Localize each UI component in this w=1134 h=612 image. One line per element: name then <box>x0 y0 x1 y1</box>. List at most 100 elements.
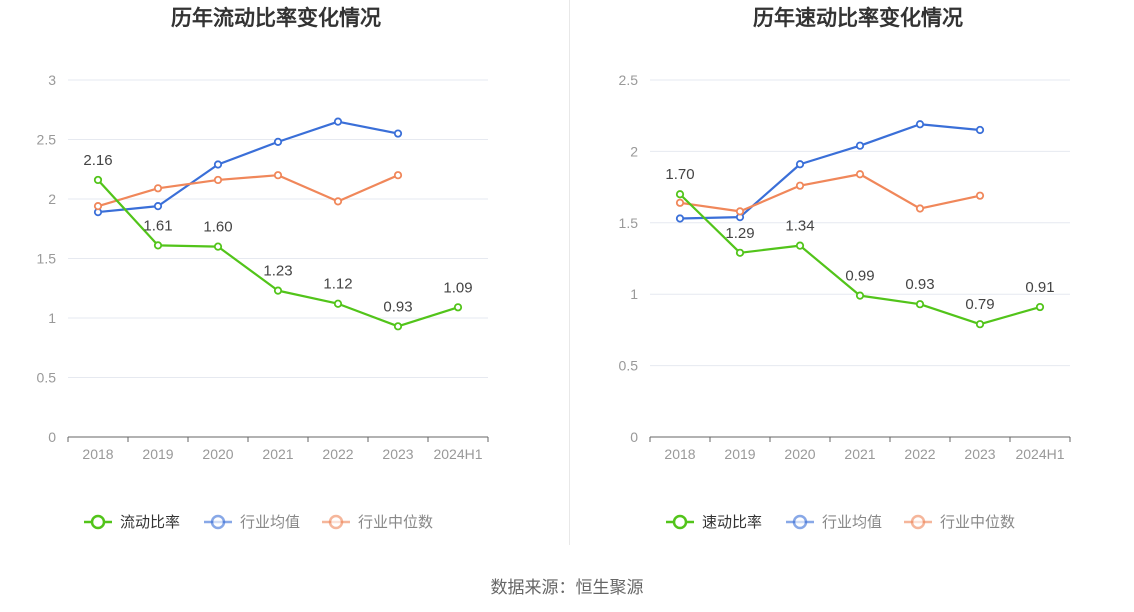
series-line-industry_median <box>679 173 981 213</box>
x-tick-label: 2022 <box>322 446 353 462</box>
data-point-company <box>915 300 925 309</box>
data-source-note: 数据来源：恒生聚源 <box>490 578 644 597</box>
data-label: 0.93 <box>905 276 934 293</box>
legend-marker-industry_avg <box>792 514 808 530</box>
x-tick-label: 2023 <box>964 446 995 462</box>
data-point-company <box>735 248 745 257</box>
data-point-industry_avg <box>333 117 343 126</box>
y-tick-label: 2.5 <box>37 132 57 148</box>
data-point-industry_median <box>795 181 805 190</box>
x-tick-label: 2021 <box>262 446 293 462</box>
data-point-company <box>273 286 283 295</box>
data-label: 1.61 <box>143 217 172 234</box>
chart-title: 历年速动比率变化情况 <box>753 6 963 30</box>
y-tick-label: 1.5 <box>619 215 639 231</box>
legend-label-company: 流动比率 <box>120 514 180 531</box>
data-label: 1.60 <box>203 219 232 236</box>
data-label: 1.29 <box>725 225 754 242</box>
data-point-industry_avg <box>675 214 685 223</box>
data-point-company <box>675 190 685 199</box>
legend-marker-industry_median <box>910 514 926 530</box>
data-point-company <box>975 320 985 329</box>
x-tick-label: 2019 <box>142 446 173 462</box>
x-tick-label: 2018 <box>664 446 695 462</box>
series-line-industry_avg <box>679 123 981 220</box>
data-point-industry_median <box>273 171 283 180</box>
x-tick-label: 2020 <box>784 446 815 462</box>
chart-title: 历年流动比率变化情况 <box>171 6 381 30</box>
y-tick-label: 1 <box>48 310 56 326</box>
x-tick-label: 2024H1 <box>1015 446 1064 462</box>
data-point-company <box>1035 302 1045 312</box>
data-label: 0.79 <box>965 296 994 313</box>
legend-marker-company <box>90 514 106 530</box>
legend-label-company: 速动比率 <box>702 514 762 531</box>
y-tick-label: 1 <box>630 286 638 302</box>
series-line-industry_avg <box>97 120 399 214</box>
x-tick-label: 2021 <box>844 446 875 462</box>
data-point-company <box>393 322 403 331</box>
x-tick-label: 2019 <box>724 446 755 462</box>
data-label: 1.23 <box>263 263 292 280</box>
data-point-company <box>453 303 463 312</box>
data-point-company <box>795 241 805 250</box>
data-point-industry_avg <box>915 120 925 129</box>
y-tick-label: 1.5 <box>37 251 57 267</box>
data-point-industry_median <box>855 170 865 179</box>
panel-divider <box>569 0 570 545</box>
data-point-industry_avg <box>855 141 865 150</box>
chart-1: 历年流动比率变化情况 0 0.5 1 1.5 2 2.5 3 2018 2019 2020 2021 2… <box>37 6 489 531</box>
data-point-company <box>213 242 223 251</box>
data-point-industry_median <box>675 198 685 207</box>
x-tick-label: 2020 <box>202 446 233 462</box>
data-point-industry_median <box>975 191 985 200</box>
x-tick-label: 2022 <box>904 446 935 462</box>
data-point-industry_median <box>915 204 925 213</box>
y-tick-label: 2.5 <box>619 72 639 88</box>
data-point-industry_avg <box>975 125 985 135</box>
data-point-industry_median <box>333 197 343 206</box>
y-tick-label: 2 <box>630 143 638 159</box>
x-tick-label: 2024H1 <box>433 446 482 462</box>
data-point-industry_median <box>213 175 223 185</box>
data-point-company <box>333 299 343 308</box>
data-label: 1.12 <box>323 276 352 293</box>
x-tick-label: 2018 <box>82 446 113 462</box>
y-tick-label: 0.5 <box>37 370 57 386</box>
legend-label-industry_avg: 行业均值 <box>822 514 882 531</box>
legend-marker-industry_median <box>328 514 344 530</box>
data-point-industry_avg <box>153 202 163 211</box>
data-point-industry_avg <box>393 129 403 138</box>
data-point-company <box>93 175 103 185</box>
data-label: 0.93 <box>383 298 412 315</box>
data-label: 2.16 <box>83 152 112 169</box>
data-point-industry_avg <box>213 160 223 169</box>
data-label: 1.34 <box>785 218 814 235</box>
x-tick-label: 2023 <box>382 446 413 462</box>
legend-label-industry_median: 行业中位数 <box>358 514 433 531</box>
legend-label-industry_median: 行业中位数 <box>940 514 1015 531</box>
legend-marker-company <box>672 514 688 530</box>
data-point-company <box>855 291 865 300</box>
legend-label-industry_avg: 行业均值 <box>240 514 300 531</box>
data-label: 0.91 <box>1025 279 1054 296</box>
data-point-industry_median <box>735 207 745 216</box>
data-point-industry_avg <box>795 160 805 169</box>
y-tick-label: 2 <box>48 191 56 207</box>
series-line-industry_median <box>97 174 399 208</box>
data-label: 1.09 <box>443 279 472 296</box>
data-label: 1.70 <box>665 166 694 183</box>
data-point-industry_median <box>393 171 403 180</box>
y-tick-label: 3 <box>48 72 56 88</box>
data-label: 0.99 <box>845 268 874 285</box>
chart-2: 历年速动比率变化情况 0 0.5 1 1.5 2 2.5 2018 2019 2020 2021 20… <box>619 6 1071 531</box>
data-point-industry_median <box>93 202 103 211</box>
data-point-industry_median <box>153 184 163 193</box>
y-tick-label: 0 <box>630 429 638 445</box>
data-point-industry_avg <box>273 137 283 146</box>
legend-marker-industry_avg <box>210 514 226 530</box>
y-tick-label: 0.5 <box>619 358 639 374</box>
data-point-company <box>153 241 163 250</box>
y-tick-label: 0 <box>48 429 56 445</box>
